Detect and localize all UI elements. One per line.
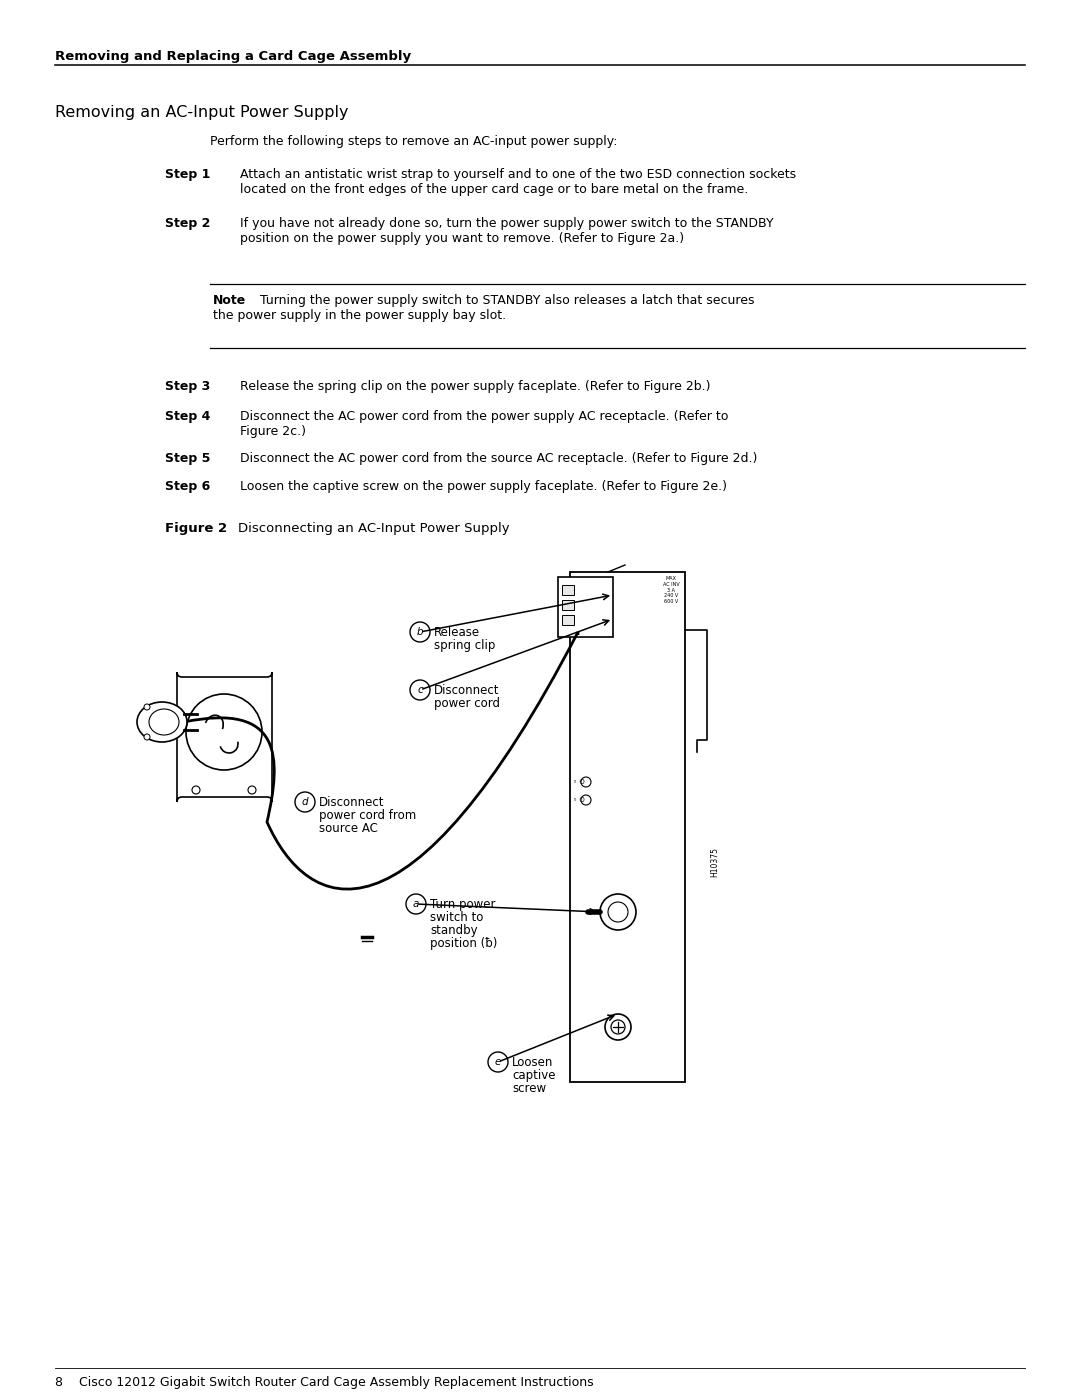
Text: Removing an AC-Input Power Supply: Removing an AC-Input Power Supply: [55, 105, 349, 120]
Text: power cord: power cord: [434, 697, 500, 710]
Text: c: c: [417, 685, 423, 694]
Text: the power supply in the power supply bay slot.: the power supply in the power supply bay…: [213, 309, 507, 321]
Bar: [562, 615, 573, 624]
Text: Disconnecting an AC-Input Power Supply: Disconnecting an AC-Input Power Supply: [238, 522, 510, 535]
Circle shape: [410, 622, 430, 643]
Text: Release the spring clip on the power supply faceplate. (Refer to Figure 2b.): Release the spring clip on the power sup…: [240, 380, 711, 393]
Text: position (ƀ): position (ƀ): [430, 937, 498, 950]
Bar: [562, 599, 573, 610]
Text: Disconnect the AC power cord from the source AC receptacle. (Refer to Figure 2d.: Disconnect the AC power cord from the so…: [240, 453, 757, 465]
Text: screw: screw: [512, 1083, 546, 1095]
Text: spring clip: spring clip: [434, 638, 496, 652]
Text: MAX
AC INV
3 A
240 V
600 V: MAX AC INV 3 A 240 V 600 V: [663, 576, 679, 604]
Text: ◦ O: ◦ O: [573, 780, 584, 785]
Circle shape: [144, 704, 150, 710]
Text: Turn power: Turn power: [430, 898, 496, 911]
Text: Disconnect: Disconnect: [319, 796, 384, 809]
Circle shape: [581, 795, 591, 805]
Circle shape: [410, 680, 430, 700]
Ellipse shape: [149, 710, 179, 735]
Text: If you have not already done so, turn the power supply power switch to the STAND: If you have not already done so, turn th…: [240, 217, 773, 231]
Text: e: e: [495, 1058, 501, 1067]
Circle shape: [295, 792, 315, 812]
Text: Perform the following steps to remove an AC-input power supply:: Perform the following steps to remove an…: [210, 136, 618, 148]
Circle shape: [581, 777, 591, 787]
Circle shape: [600, 894, 636, 930]
Circle shape: [144, 733, 150, 740]
Text: source AC: source AC: [319, 821, 378, 835]
Circle shape: [186, 694, 262, 770]
Text: Step 1: Step 1: [165, 168, 211, 182]
Text: Loosen: Loosen: [512, 1056, 553, 1069]
Bar: [558, 577, 613, 637]
Text: switch to: switch to: [430, 911, 484, 923]
Text: d: d: [301, 798, 308, 807]
Text: Step 3: Step 3: [165, 380, 211, 393]
Text: Release: Release: [434, 626, 481, 638]
Circle shape: [192, 787, 200, 793]
Text: Step 6: Step 6: [165, 481, 211, 493]
Ellipse shape: [137, 703, 187, 742]
FancyBboxPatch shape: [177, 672, 272, 802]
Text: b: b: [417, 627, 423, 637]
Bar: [562, 585, 573, 595]
Text: Note: Note: [213, 293, 246, 307]
Bar: [570, 571, 685, 1083]
Circle shape: [248, 787, 256, 793]
Text: position on the power supply you want to remove. (Refer to Figure 2a.): position on the power supply you want to…: [240, 232, 684, 244]
Circle shape: [605, 1014, 631, 1039]
Text: located on the front edges of the upper card cage or to bare metal on the frame.: located on the front edges of the upper …: [240, 183, 748, 196]
Text: standby: standby: [430, 923, 477, 937]
Text: Disconnect: Disconnect: [434, 685, 499, 697]
Text: H10375: H10375: [711, 847, 719, 877]
Text: Attach an antistatic wrist strap to yourself and to one of the two ESD connectio: Attach an antistatic wrist strap to your…: [240, 168, 796, 182]
Text: ◦ O: ◦ O: [573, 798, 584, 803]
Text: Figure 2c.): Figure 2c.): [240, 425, 306, 439]
Text: Step 5: Step 5: [165, 453, 211, 465]
Circle shape: [608, 902, 627, 922]
Text: Step 2: Step 2: [165, 217, 211, 231]
Text: Disconnect the AC power cord from the power supply AC receptacle. (Refer to: Disconnect the AC power cord from the po…: [240, 409, 728, 423]
Text: Figure 2: Figure 2: [165, 522, 227, 535]
Text: Removing and Replacing a Card Cage Assembly: Removing and Replacing a Card Cage Assem…: [55, 50, 411, 63]
Text: captive: captive: [512, 1069, 555, 1083]
Text: power cord from: power cord from: [319, 809, 416, 821]
Text: Step 4: Step 4: [165, 409, 211, 423]
Circle shape: [406, 894, 426, 914]
Text: Turning the power supply switch to STANDBY also releases a latch that secures: Turning the power supply switch to STAND…: [260, 293, 755, 307]
Circle shape: [611, 1020, 625, 1034]
Text: Loosen the captive screw on the power supply faceplate. (Refer to Figure 2e.): Loosen the captive screw on the power su…: [240, 481, 727, 493]
Circle shape: [488, 1052, 508, 1071]
Text: 8    Cisco 12012 Gigabit Switch Router Card Cage Assembly Replacement Instructio: 8 Cisco 12012 Gigabit Switch Router Card…: [55, 1376, 594, 1389]
Text: a: a: [413, 900, 419, 909]
